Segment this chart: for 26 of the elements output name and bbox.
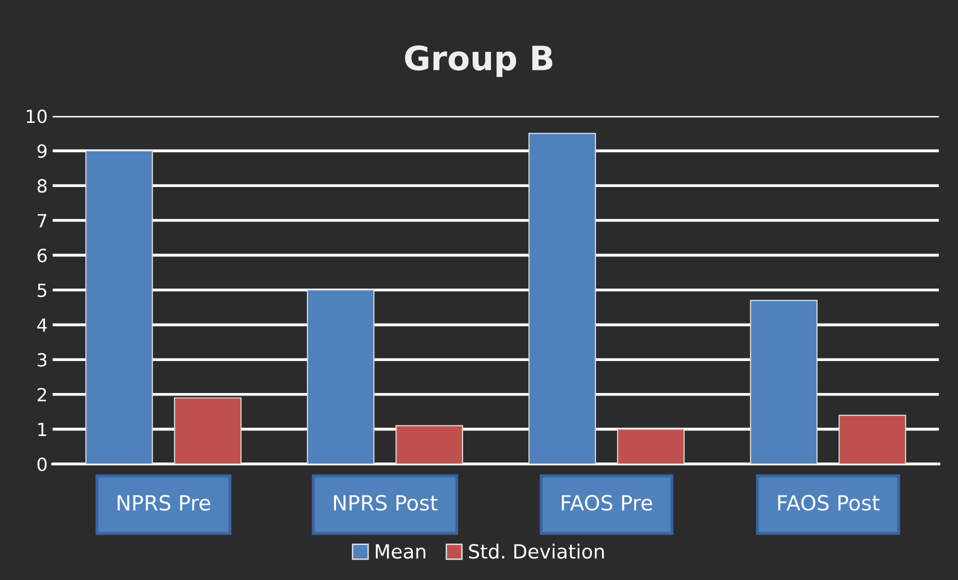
y-tick-label: 3 — [38, 353, 46, 367]
bar — [85, 150, 153, 464]
y-tick-label: 10 — [26, 109, 47, 124]
x-tick-label: NPRS Post — [334, 494, 438, 511]
bar — [174, 397, 242, 464]
y-tick-label: 4 — [37, 318, 47, 332]
legend-label: Mean — [376, 544, 426, 559]
y-tick-label: 6 — [38, 248, 47, 262]
bar — [306, 289, 374, 464]
legend-label: Std. Deviation — [469, 544, 604, 559]
y-tick-label: 8 — [38, 179, 47, 193]
y-tick-label: 0 — [38, 457, 47, 472]
x-tick-label: FAOS Pre — [562, 494, 652, 511]
bar — [838, 414, 906, 464]
bar — [528, 132, 596, 464]
x-tick-label: FAOS Post — [778, 494, 880, 511]
chart-title: Group B — [405, 45, 552, 78]
bar — [750, 300, 818, 464]
x-tick-label: NPRS Pre — [118, 494, 210, 511]
bar — [617, 428, 685, 464]
y-tick-label: 9 — [37, 144, 47, 158]
y-tick-label: 7 — [38, 214, 46, 228]
y-tick-label: 5 — [38, 284, 46, 298]
y-tick-label: 1 — [38, 422, 46, 436]
y-tick-label: 2 — [38, 388, 46, 402]
bar — [396, 425, 464, 464]
